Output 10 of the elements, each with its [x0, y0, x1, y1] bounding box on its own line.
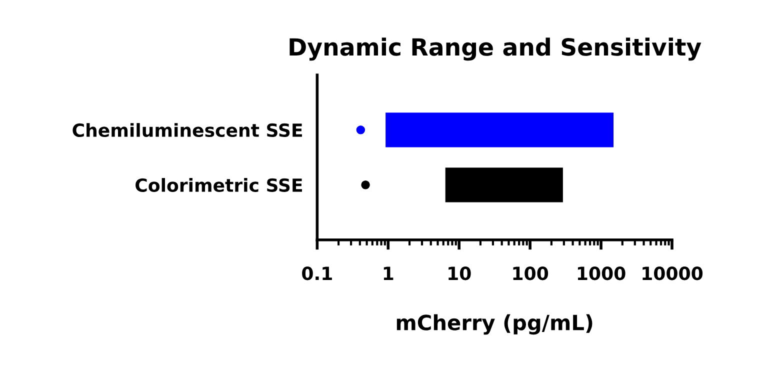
x-axis-title: mCherry (pg/mL) — [396, 314, 592, 335]
x-tick-label: 1000 — [578, 266, 626, 280]
x-tick-label: 1 — [384, 266, 394, 280]
x-tick-label: 0.1 — [302, 266, 332, 280]
x-tick-label: 10000 — [642, 266, 703, 280]
x-tick-label: 100 — [513, 266, 548, 280]
x-tick-label: 10 — [448, 266, 471, 280]
y-tick-label: Colorimetric SSE — [136, 178, 302, 192]
y-tick-label: Chemiluminescent SSE — [72, 123, 302, 138]
chart-title: Dynamic Range and Sensitivity — [290, 38, 702, 61]
